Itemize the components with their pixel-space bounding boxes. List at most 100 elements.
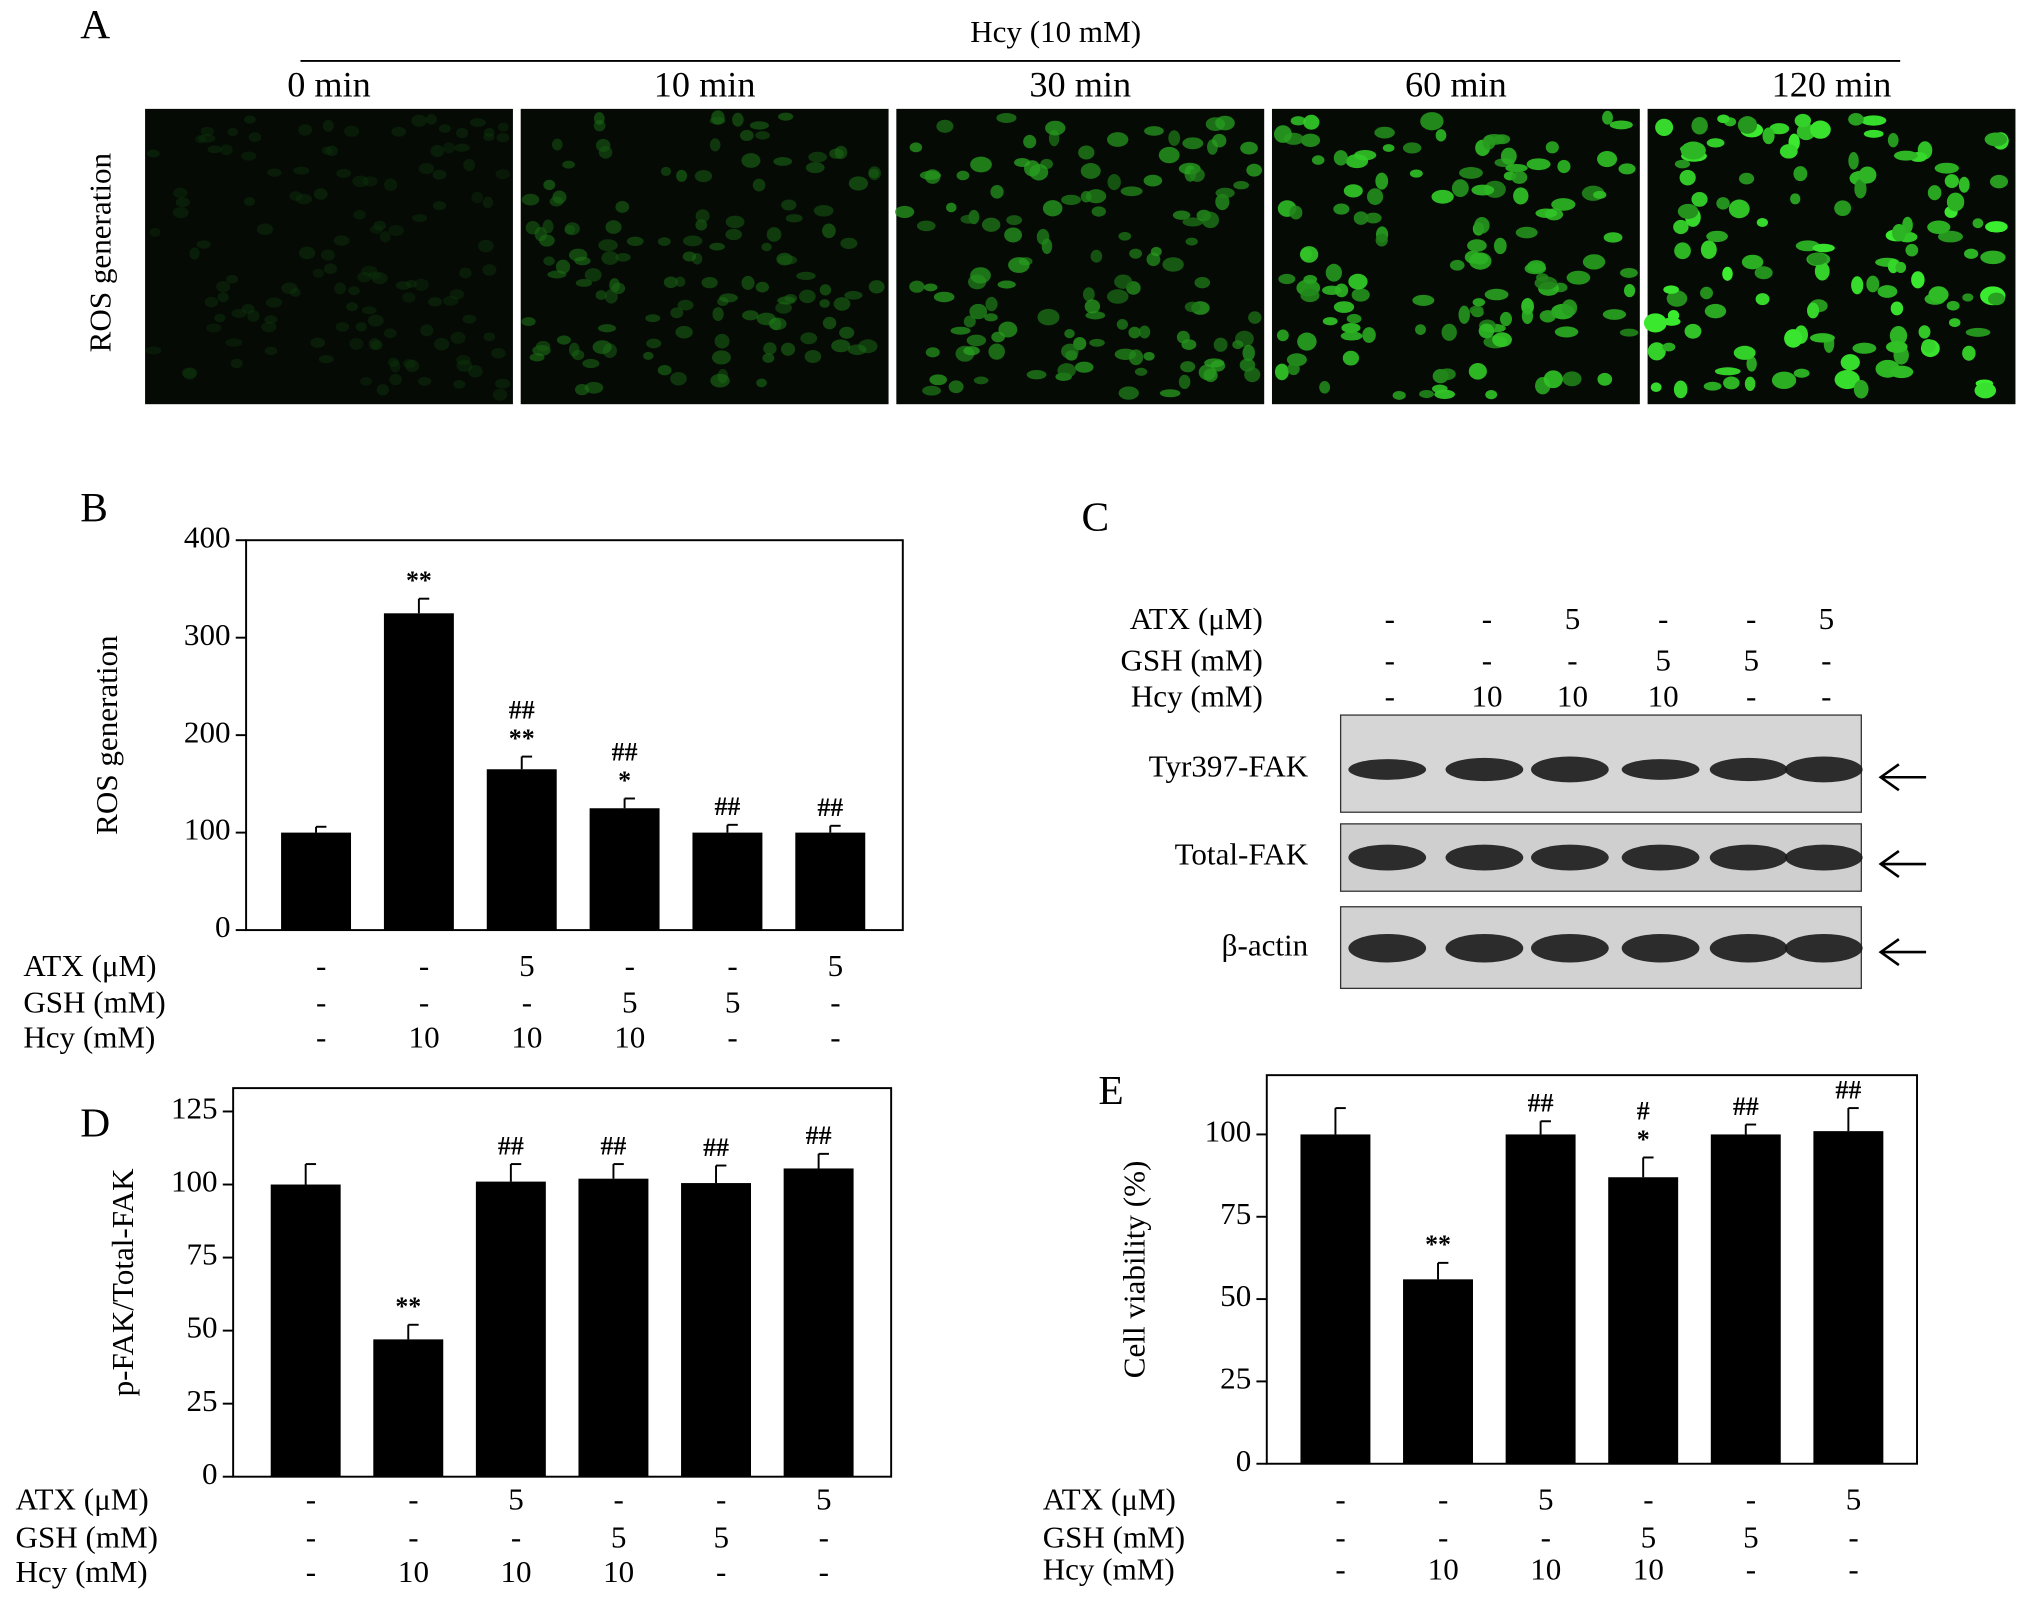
cell [1892, 223, 1907, 242]
cell [442, 295, 459, 306]
cell [1893, 150, 1918, 161]
cell [805, 162, 825, 174]
cell [1834, 200, 1852, 217]
cell [349, 337, 364, 350]
cell [1962, 345, 1976, 361]
cell [1851, 276, 1864, 295]
y-tick-label: 25 [187, 1383, 218, 1418]
cell [584, 381, 604, 394]
cell [1346, 313, 1362, 324]
cell [1402, 142, 1422, 154]
cell [597, 324, 617, 333]
cell [204, 296, 219, 308]
cell [739, 129, 754, 142]
cell [682, 251, 697, 262]
cell [1299, 246, 1319, 263]
cell [450, 331, 466, 344]
cell [1341, 322, 1361, 333]
treatment-value: - [306, 1519, 316, 1554]
cell [1762, 127, 1775, 145]
significance: ## [1528, 1089, 1554, 1118]
cell [379, 230, 391, 243]
cell [1244, 367, 1261, 383]
bar [383, 613, 454, 931]
cell [405, 359, 420, 373]
cell [1623, 283, 1636, 298]
cell [1180, 361, 1196, 373]
cell [1064, 329, 1075, 339]
treatment-value: - [625, 948, 635, 983]
cell [459, 267, 472, 279]
time-label: 60 min [1405, 64, 1507, 104]
cell [1728, 199, 1750, 219]
cell [1733, 345, 1756, 360]
treatment-value: - [1746, 1552, 1756, 1587]
significance: ** [1425, 1230, 1451, 1259]
treatment-value: - [1658, 601, 1668, 636]
cell [1290, 116, 1306, 126]
cell [1946, 192, 1965, 212]
cell [1840, 354, 1860, 371]
cell [598, 239, 618, 252]
cell [1756, 217, 1768, 227]
significance: ## [498, 1131, 524, 1160]
cell [417, 376, 432, 386]
y-tick-label: 125 [171, 1091, 218, 1126]
cell [1643, 313, 1667, 333]
significance: ## [509, 695, 535, 724]
cell [543, 179, 556, 191]
bar [681, 1183, 752, 1477]
cell [549, 196, 564, 207]
bar [783, 1168, 854, 1477]
cell [411, 114, 427, 127]
cell [1215, 187, 1235, 199]
treatment-value: 5 [1538, 1482, 1554, 1517]
cell [755, 131, 770, 140]
cell [677, 299, 694, 311]
cell [1143, 351, 1155, 361]
cell [368, 337, 381, 351]
treatment-value: - [1541, 1519, 1551, 1554]
cell [712, 350, 731, 365]
cell [847, 344, 867, 356]
header: Hcy (10 mM) [970, 14, 1141, 49]
band [1348, 933, 1427, 963]
treatment-label: GSH (mM) [1043, 1519, 1185, 1554]
cell [1353, 211, 1369, 225]
significance: ** [509, 724, 535, 753]
cell [1755, 293, 1770, 306]
cell [582, 358, 600, 369]
cell [768, 317, 787, 331]
cell [844, 290, 863, 300]
treatment-value: - [1746, 679, 1756, 714]
cell [1938, 230, 1963, 243]
treatment-value: 5 [1743, 1519, 1759, 1554]
cell [709, 116, 726, 125]
cell [1107, 174, 1121, 191]
cell [1500, 147, 1517, 165]
cell [1650, 382, 1662, 392]
cell [752, 178, 766, 192]
treatment-value: - [1385, 601, 1395, 636]
bar [486, 769, 557, 931]
bar [795, 832, 866, 931]
cell [1673, 380, 1688, 399]
treatment-value: - [1482, 642, 1492, 677]
cell [497, 122, 509, 132]
cell [321, 146, 333, 155]
treatment-value: - [1438, 1519, 1448, 1554]
cell [701, 276, 718, 289]
cell [348, 286, 360, 296]
cell [196, 240, 211, 249]
cell [214, 313, 226, 323]
bar [1505, 1134, 1576, 1464]
cell [1351, 288, 1370, 302]
cell [1116, 319, 1128, 330]
cell [1375, 172, 1389, 190]
cell [333, 235, 350, 246]
cell [413, 278, 429, 291]
cell [369, 225, 383, 234]
cell [1118, 386, 1139, 400]
cell [405, 279, 417, 288]
cell [360, 265, 378, 277]
